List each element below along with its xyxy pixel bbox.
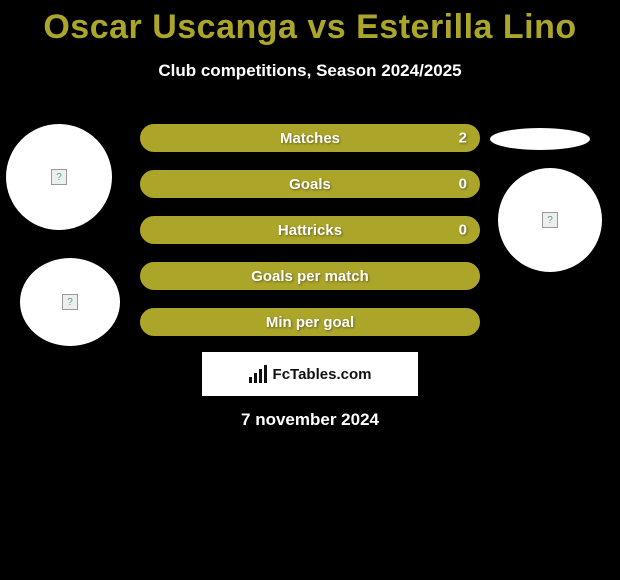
- stat-label: Matches: [280, 130, 340, 147]
- player-avatar-left-2: ?: [20, 258, 120, 346]
- stat-row: Min per goal: [140, 308, 480, 336]
- chart-bars-icon: [249, 365, 267, 383]
- attribution-text: FcTables.com: [273, 366, 372, 383]
- stat-value: 0: [459, 222, 467, 239]
- page-title: Oscar Uscanga vs Esterilla Lino: [0, 0, 620, 47]
- page-subtitle: Club competitions, Season 2024/2025: [0, 61, 620, 81]
- player-avatar-right: ?: [498, 168, 602, 272]
- image-placeholder-icon: ?: [62, 294, 78, 310]
- stat-row: Matches 2: [140, 124, 480, 152]
- stat-row: Hattricks 0: [140, 216, 480, 244]
- stat-value: 2: [459, 130, 467, 147]
- stat-label: Goals: [289, 176, 331, 193]
- image-placeholder-icon: ?: [51, 169, 67, 185]
- comparison-infographic: Oscar Uscanga vs Esterilla Lino Club com…: [0, 0, 620, 580]
- stat-row: Goals 0: [140, 170, 480, 198]
- player-avatar-left-1: ?: [6, 124, 112, 230]
- stat-label: Goals per match: [251, 268, 369, 285]
- stat-label: Min per goal: [266, 314, 354, 331]
- decorative-ellipse: [490, 128, 590, 150]
- stat-value: 0: [459, 176, 467, 193]
- attribution-box: FcTables.com: [202, 352, 418, 396]
- stat-label: Hattricks: [278, 222, 342, 239]
- stat-row: Goals per match: [140, 262, 480, 290]
- stat-rows: Matches 2 Goals 0 Hattricks 0 Goals per match M…: [140, 124, 480, 354]
- image-placeholder-icon: ?: [542, 212, 558, 228]
- date-text: 7 november 2024: [0, 410, 620, 430]
